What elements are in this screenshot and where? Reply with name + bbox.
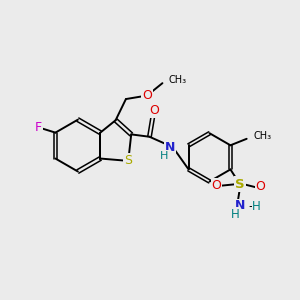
Text: N: N <box>165 141 175 154</box>
Text: -: - <box>248 200 253 213</box>
Text: H: H <box>231 208 239 221</box>
Text: O: O <box>256 180 266 193</box>
Text: CH₃: CH₃ <box>169 75 187 85</box>
Text: O: O <box>142 89 152 102</box>
Text: S: S <box>235 178 245 191</box>
Text: CH₃: CH₃ <box>253 131 271 141</box>
Text: F: F <box>35 121 42 134</box>
Text: O: O <box>149 104 159 117</box>
Text: N: N <box>235 199 246 212</box>
Text: S: S <box>124 154 132 167</box>
Text: O: O <box>212 178 221 191</box>
Text: H: H <box>160 151 168 160</box>
Text: H: H <box>252 200 261 213</box>
